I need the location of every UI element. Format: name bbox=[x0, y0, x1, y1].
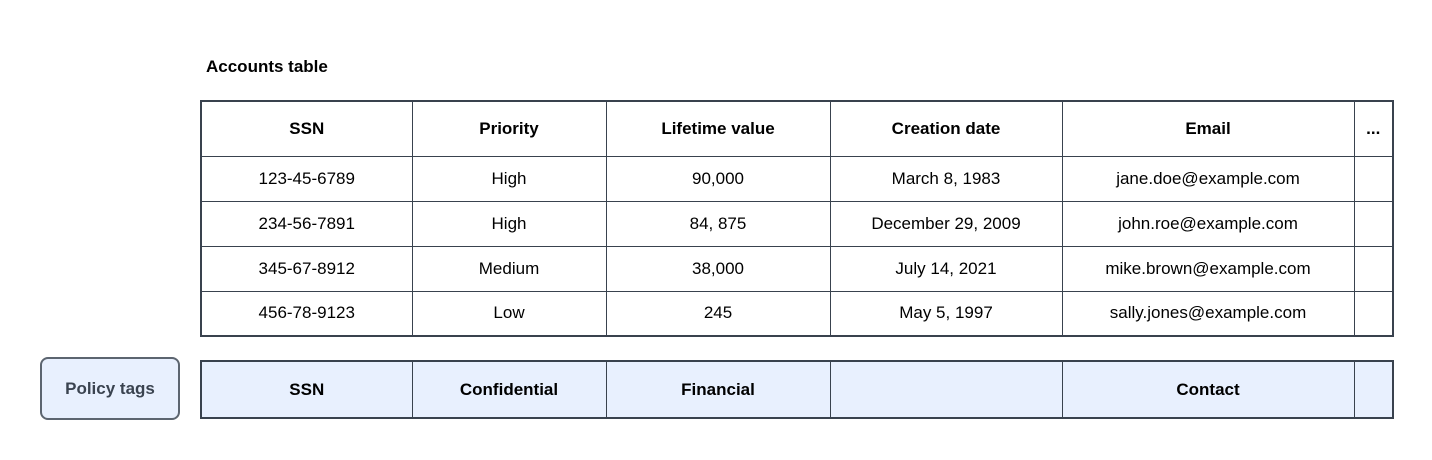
cell-creation-date: July 14, 2021 bbox=[829, 245, 1063, 292]
cell-lifetime-value: 245 bbox=[605, 290, 831, 337]
cell-creation-date: May 5, 1997 bbox=[829, 290, 1063, 337]
column-header-ssn: SSN bbox=[200, 100, 413, 157]
policy-tags-button[interactable]: Policy tags bbox=[40, 357, 180, 420]
header-row: SSN Priority Lifetime value Creation dat… bbox=[200, 100, 1394, 157]
cell-priority: Low bbox=[411, 290, 607, 337]
policy-tag-confidential: Confidential bbox=[411, 360, 607, 419]
table-title: Accounts table bbox=[206, 57, 328, 76]
column-header-priority: Priority bbox=[411, 100, 607, 157]
table-row: 123-45-6789 High 90,000 March 8, 1983 ja… bbox=[200, 155, 1394, 202]
cell-ssn: 234-56-7891 bbox=[200, 200, 413, 247]
cell-priority: Medium bbox=[411, 245, 607, 292]
cell-ssn: 345-67-8912 bbox=[200, 245, 413, 292]
cell-lifetime-value: 38,000 bbox=[605, 245, 831, 292]
table-row: 345-67-8912 Medium 38,000 July 14, 2021 … bbox=[200, 245, 1394, 292]
cell-lifetime-value: 84, 875 bbox=[605, 200, 831, 247]
column-header-email: Email bbox=[1061, 100, 1355, 157]
cell-email: john.roe@example.com bbox=[1061, 200, 1355, 247]
policy-tag-ssn: SSN bbox=[200, 360, 413, 419]
cell-more bbox=[1353, 290, 1394, 337]
cell-creation-date: March 8, 1983 bbox=[829, 155, 1063, 202]
cell-email: sally.jones@example.com bbox=[1061, 290, 1355, 337]
policy-tags-row: SSN Confidential Financial Contact bbox=[200, 360, 1394, 419]
cell-ssn: 123-45-6789 bbox=[200, 155, 413, 202]
cell-email: jane.doe@example.com bbox=[1061, 155, 1355, 202]
column-header-creation-date: Creation date bbox=[829, 100, 1063, 157]
cell-email: mike.brown@example.com bbox=[1061, 245, 1355, 292]
table-row: 234-56-7891 High 84, 875 December 29, 20… bbox=[200, 200, 1394, 247]
cell-more bbox=[1353, 155, 1394, 202]
cell-more bbox=[1353, 200, 1394, 247]
cell-creation-date: December 29, 2009 bbox=[829, 200, 1063, 247]
cell-ssn: 456-78-9123 bbox=[200, 290, 413, 337]
cell-lifetime-value: 90,000 bbox=[605, 155, 831, 202]
policy-tag-contact: Contact bbox=[1061, 360, 1355, 419]
cell-more bbox=[1353, 245, 1394, 292]
table-row: 456-78-9123 Low 245 May 5, 1997 sally.jo… bbox=[200, 290, 1394, 337]
cell-priority: High bbox=[411, 155, 607, 202]
column-header-lifetime-value: Lifetime value bbox=[605, 100, 831, 157]
cell-priority: High bbox=[411, 200, 607, 247]
policy-tag-empty-1 bbox=[829, 360, 1063, 419]
accounts-table: SSN Priority Lifetime value Creation dat… bbox=[200, 100, 1394, 337]
policy-tag-financial: Financial bbox=[605, 360, 831, 419]
more-columns-header: ... bbox=[1353, 100, 1394, 157]
policy-tag-empty-2 bbox=[1353, 360, 1394, 419]
